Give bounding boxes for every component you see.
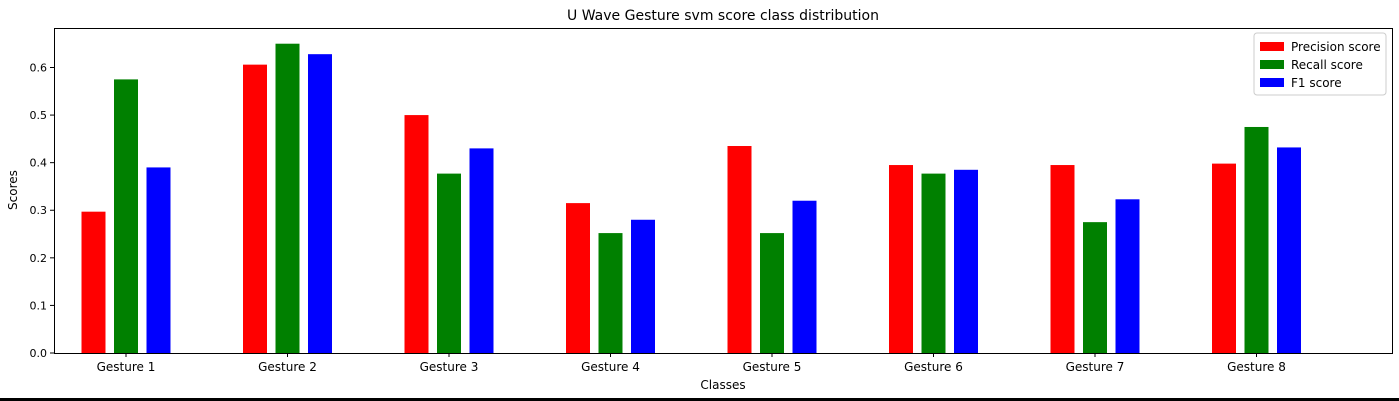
legend-label: Precision score	[1291, 40, 1381, 54]
y-tick-label: 0.4	[30, 157, 48, 170]
x-tick-label: Gesture 6	[904, 360, 963, 374]
y-tick-label: 0.3	[30, 204, 48, 217]
bar-f1-score-8	[1277, 147, 1301, 353]
y-axis: 0.0 0.1 0.2 0.3 0.4 0.5 0.6	[30, 61, 54, 360]
y-tick-label: 0.5	[30, 109, 48, 122]
x-tick-label: Gesture 2	[258, 360, 317, 374]
bar-f1-score-6	[954, 169, 978, 353]
chart-title: U Wave Gesture svm score class distribut…	[567, 8, 879, 24]
y-tick-label: 0.6	[30, 61, 48, 74]
bar-precision-score-8	[1212, 163, 1236, 353]
legend-swatch	[1260, 78, 1284, 87]
bottom-border	[0, 398, 1399, 401]
bar-f1-score-2	[308, 54, 332, 354]
bar-recall-score-6	[921, 173, 946, 353]
x-tick-label: Gesture 7	[1066, 360, 1125, 374]
bar-recall-score-5	[760, 233, 784, 353]
legend-box	[1253, 32, 1387, 96]
x-tick-label: Gesture 1	[97, 360, 156, 374]
legend-swatch	[1260, 42, 1284, 51]
x-tick-label: Gesture 4	[581, 360, 640, 374]
bar-recall-score-4	[598, 233, 623, 353]
bar-f1-score-7	[1115, 199, 1140, 353]
bar-recall-score-8	[1244, 126, 1269, 353]
legend-label: F1 score	[1291, 76, 1342, 90]
bar-f1-score-3	[469, 148, 494, 353]
legend: Precision score Recall score F1 score	[1253, 32, 1387, 96]
plot-frame	[54, 28, 1393, 354]
x-tick-label: Gesture 8	[1227, 360, 1286, 374]
bar-f1-score-4	[631, 219, 655, 353]
y-tick-label: 0.2	[30, 252, 48, 265]
bar-precision-score-5	[727, 146, 752, 353]
bar-f1-score-1	[146, 167, 171, 353]
x-tick-label: Gesture 3	[420, 360, 479, 374]
bar-precision-score-4	[566, 203, 590, 353]
y-tick-label: 0.1	[30, 299, 48, 312]
bar-precision-score-1	[81, 211, 106, 353]
bar-precision-score-3	[404, 115, 429, 353]
bar-recall-score-3	[437, 173, 461, 353]
legend-swatch	[1260, 60, 1284, 69]
bar-precision-score-7	[1050, 165, 1075, 353]
plot-area	[81, 43, 1301, 354]
x-tick-label: Gesture 5	[743, 360, 802, 374]
x-axis-label: Classes	[700, 378, 745, 392]
bar-recall-score-7	[1083, 222, 1107, 353]
bar-precision-score-2	[243, 64, 267, 353]
bar-f1-score-5	[792, 200, 817, 353]
bar-recall-score-2	[275, 43, 300, 353]
bar-precision-score-6	[889, 165, 913, 353]
x-axis: Gesture 1 Gesture 2 Gesture 3 Gesture 4 Gest…	[97, 353, 1286, 374]
y-tick-label: 0.0	[30, 347, 48, 360]
bar-recall-score-1	[114, 79, 138, 353]
y-axis-label: Scores	[6, 170, 20, 210]
legend-label: Recall score	[1291, 58, 1363, 72]
